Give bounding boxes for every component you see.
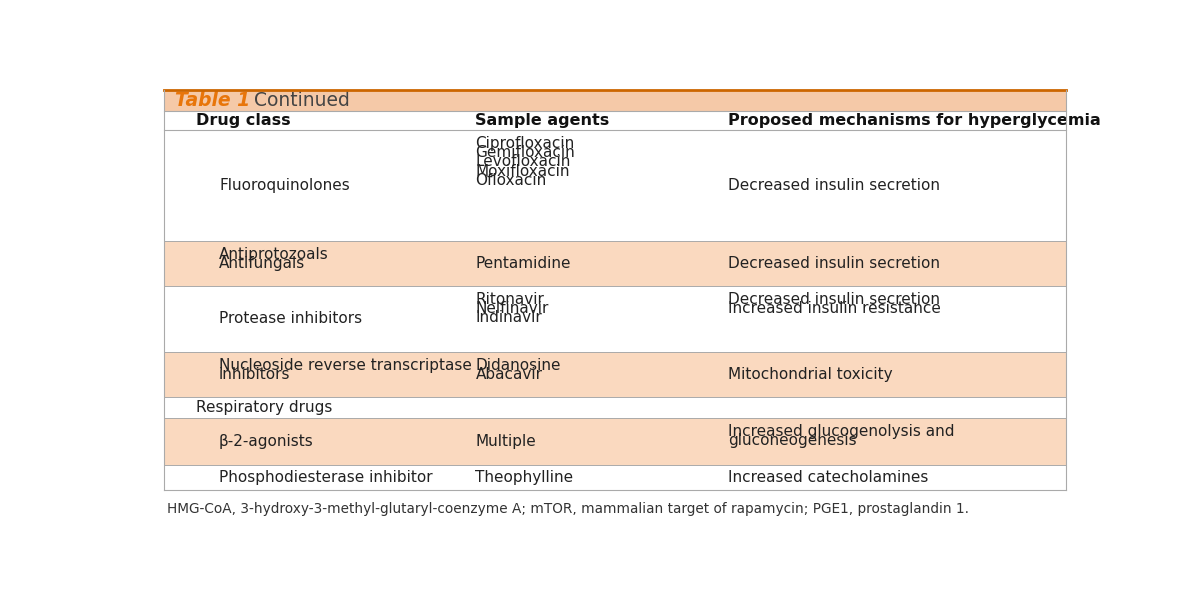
Text: Increased catecholamines: Increased catecholamines (728, 470, 929, 485)
Text: Moxifloxacin: Moxifloxacin (475, 163, 570, 179)
Text: Pentamidine: Pentamidine (475, 256, 571, 271)
Bar (164, 418, 1066, 465)
Text: Nucleoside reverse transcriptase: Nucleoside reverse transcriptase (220, 357, 472, 373)
Text: Theophylline: Theophylline (475, 470, 574, 485)
Text: Nelfinavir: Nelfinavir (475, 300, 548, 316)
Text: Proposed mechanisms for hyperglycemia: Proposed mechanisms for hyperglycemia (728, 113, 1100, 129)
Text: Ciprofloxacin: Ciprofloxacin (475, 136, 575, 151)
Text: Phosphodiesterase inhibitor: Phosphodiesterase inhibitor (220, 470, 433, 485)
Text: Antifungals: Antifungals (220, 256, 305, 271)
Text: Mitochondrial toxicity: Mitochondrial toxicity (728, 367, 893, 382)
Text: Respiratory drugs: Respiratory drugs (196, 400, 332, 415)
Bar (164, 111, 1066, 130)
Text: Indinavir: Indinavir (475, 310, 542, 325)
Text: Fluoroquinolones: Fluoroquinolones (220, 178, 350, 193)
Text: Ritonavir: Ritonavir (475, 291, 545, 307)
Bar (164, 90, 1066, 111)
Text: Sample agents: Sample agents (475, 113, 610, 129)
Text: Decreased insulin secretion: Decreased insulin secretion (728, 178, 940, 193)
Text: Continued: Continued (242, 91, 350, 110)
Text: β-2-agonists: β-2-agonists (220, 434, 314, 449)
Text: inhibitors: inhibitors (220, 367, 290, 382)
Text: Didanosine: Didanosine (475, 357, 560, 373)
Text: Increased insulin resistance: Increased insulin resistance (728, 300, 941, 316)
Bar (164, 130, 1066, 241)
Bar (164, 352, 1066, 397)
Text: Multiple: Multiple (475, 434, 536, 449)
Text: Ofloxacin: Ofloxacin (475, 173, 547, 188)
Text: HMG-CoA, 3-hydroxy-3-methyl-glutaryl-coenzyme A; mTOR, mammalian target of rapam: HMG-CoA, 3-hydroxy-3-methyl-glutaryl-coe… (167, 502, 968, 517)
Text: Decreased insulin secretion: Decreased insulin secretion (728, 291, 940, 307)
Text: gluconeogenesis: gluconeogenesis (728, 433, 857, 448)
Text: Drug class: Drug class (196, 113, 290, 129)
Bar (164, 286, 1066, 352)
Text: Protease inhibitors: Protease inhibitors (220, 312, 362, 326)
Text: Levofloxacin: Levofloxacin (475, 154, 571, 170)
Text: Gemifloxacin: Gemifloxacin (475, 145, 575, 160)
Text: Abacavir: Abacavir (475, 367, 542, 382)
Text: Increased glucogenolysis and: Increased glucogenolysis and (728, 424, 954, 439)
Bar (164, 397, 1066, 418)
Text: Antiprotozoals: Antiprotozoals (220, 247, 329, 262)
Text: Table 1: Table 1 (175, 91, 251, 110)
Bar (164, 465, 1066, 490)
Text: Decreased insulin secretion: Decreased insulin secretion (728, 256, 940, 271)
Bar (164, 241, 1066, 286)
